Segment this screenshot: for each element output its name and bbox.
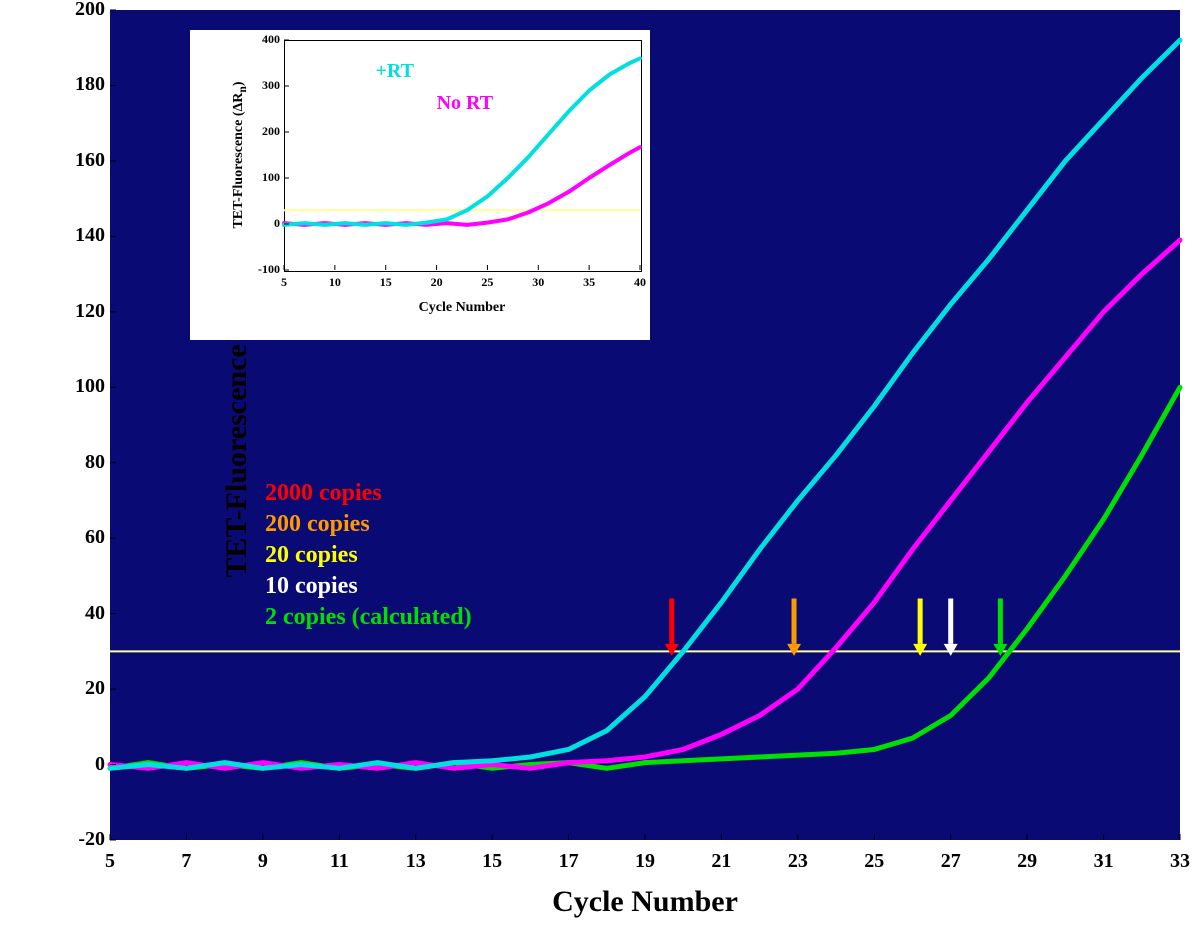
main-x-tick: 5 (90, 850, 130, 873)
main-x-tick: 33 (1160, 850, 1200, 873)
main-y-tick: 20 (50, 677, 105, 700)
main-x-axis-label: Cycle Number (110, 885, 1180, 919)
chart-root: TET-Fluorescence (ΔRn) Cycle Number 2000… (0, 0, 1200, 944)
main-y-tick: 40 (50, 602, 105, 625)
inset-y-axis-label: TET-Fluorescence (ΔRn) (231, 40, 249, 270)
inset-chart-svg (284, 40, 640, 270)
main-x-tick: 9 (243, 850, 283, 873)
main-y-tick: 200 (50, 0, 105, 21)
inset-series-label: +RT (376, 60, 414, 83)
inset-y-tick: 200 (238, 124, 280, 139)
main-y-tick: 100 (50, 375, 105, 398)
main-x-tick: 21 (701, 850, 741, 873)
inset-x-tick: 10 (321, 275, 349, 290)
main-x-tick: 31 (1084, 850, 1124, 873)
main-y-tick: -20 (50, 828, 105, 851)
legend-item: 2000 copies (265, 480, 382, 507)
main-x-tick: 27 (931, 850, 971, 873)
inset-x-tick: 5 (270, 275, 298, 290)
inset-series-label: No RT (437, 92, 494, 115)
main-y-tick: 60 (50, 526, 105, 549)
main-x-tick: 15 (472, 850, 512, 873)
inset-y-tick: 100 (238, 170, 280, 185)
main-x-tick: 17 (549, 850, 589, 873)
inset-y-tick: 400 (238, 32, 280, 47)
inset-x-tick: 20 (423, 275, 451, 290)
main-y-tick: 0 (50, 753, 105, 776)
inset-y-tick: -100 (238, 262, 280, 277)
inset-x-tick: 40 (626, 275, 654, 290)
main-x-tick: 13 (396, 850, 436, 873)
main-y-tick: 120 (50, 300, 105, 323)
main-x-tick: 25 (854, 850, 894, 873)
legend-item: 200 copies (265, 511, 370, 538)
main-y-tick: 80 (50, 451, 105, 474)
legend-item: 2 copies (calculated) (265, 604, 472, 631)
legend-item: 10 copies (265, 573, 358, 600)
inset-y-tick: 0 (238, 216, 280, 231)
inset-x-axis-label: Cycle Number (284, 300, 640, 316)
inset-y-tick: 300 (238, 78, 280, 93)
main-x-tick: 7 (166, 850, 206, 873)
main-y-tick: 140 (50, 224, 105, 247)
inset-x-tick: 35 (575, 275, 603, 290)
inset-x-tick: 15 (372, 275, 400, 290)
main-y-tick: 180 (50, 73, 105, 96)
main-x-tick: 23 (778, 850, 818, 873)
main-y-tick: 160 (50, 149, 105, 172)
main-x-tick: 11 (319, 850, 359, 873)
inset-x-tick: 30 (524, 275, 552, 290)
legend-item: 20 copies (265, 542, 358, 569)
inset-x-tick: 25 (473, 275, 501, 290)
main-x-tick: 19 (625, 850, 665, 873)
main-x-tick: 29 (1007, 850, 1047, 873)
